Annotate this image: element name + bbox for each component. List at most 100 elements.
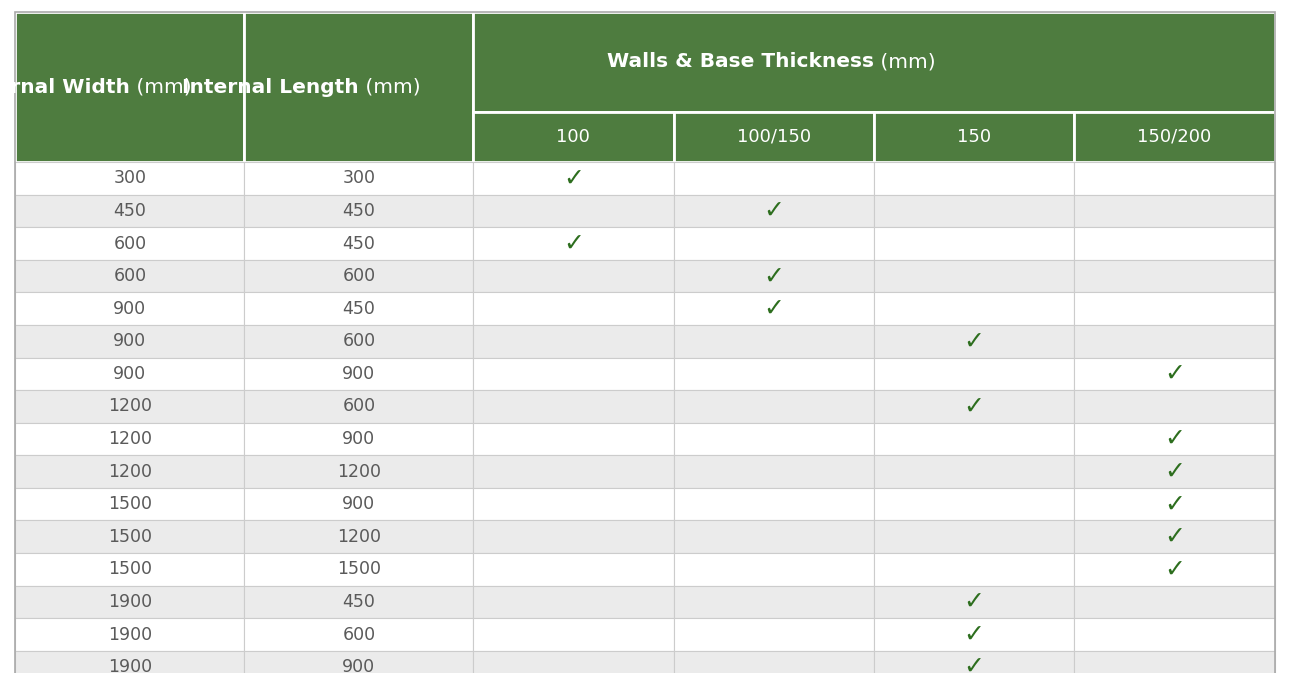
Text: (mm): (mm) xyxy=(130,77,191,97)
Bar xyxy=(673,227,873,260)
Bar xyxy=(1075,586,1275,618)
Text: 450: 450 xyxy=(342,202,375,220)
Text: ✓: ✓ xyxy=(1164,557,1184,581)
Text: ✓: ✓ xyxy=(1164,525,1184,548)
Bar xyxy=(873,520,1075,553)
Bar xyxy=(473,520,673,553)
Bar xyxy=(1075,357,1275,390)
Bar xyxy=(15,520,244,553)
Text: 1200: 1200 xyxy=(108,398,152,415)
Text: Walls & Base Thickness: Walls & Base Thickness xyxy=(606,52,873,71)
Text: 600: 600 xyxy=(342,332,375,351)
Bar xyxy=(673,112,873,162)
Bar xyxy=(473,227,673,260)
Bar xyxy=(244,357,473,390)
Bar xyxy=(673,553,873,586)
Text: ✓: ✓ xyxy=(1164,460,1184,484)
Text: 1900: 1900 xyxy=(108,625,152,643)
Bar xyxy=(15,553,244,586)
Bar xyxy=(473,456,673,488)
Bar xyxy=(673,456,873,488)
Bar xyxy=(15,390,244,423)
Bar xyxy=(673,488,873,520)
Bar xyxy=(673,325,873,357)
Text: 1900: 1900 xyxy=(108,658,152,673)
Bar xyxy=(873,651,1075,673)
Bar xyxy=(244,293,473,325)
Bar xyxy=(873,293,1075,325)
Bar xyxy=(473,194,673,227)
Bar xyxy=(1075,488,1275,520)
Text: 1200: 1200 xyxy=(108,430,152,448)
Bar xyxy=(873,586,1075,618)
Bar xyxy=(673,194,873,227)
Bar xyxy=(1075,423,1275,456)
Bar xyxy=(244,456,473,488)
Text: 900: 900 xyxy=(342,495,375,513)
Text: 100: 100 xyxy=(556,128,591,146)
Bar xyxy=(473,553,673,586)
Bar xyxy=(873,553,1075,586)
Text: ✓: ✓ xyxy=(764,264,784,288)
Bar xyxy=(873,227,1075,260)
Text: 1500: 1500 xyxy=(108,495,152,513)
Bar xyxy=(1075,553,1275,586)
Bar xyxy=(673,260,873,293)
Bar xyxy=(473,162,673,194)
Bar xyxy=(1075,456,1275,488)
Bar xyxy=(244,194,473,227)
Bar xyxy=(473,488,673,520)
Bar xyxy=(1075,293,1275,325)
Bar xyxy=(1075,194,1275,227)
Text: 150/200: 150/200 xyxy=(1138,128,1211,146)
Text: 600: 600 xyxy=(342,267,375,285)
Text: Internal Length: Internal Length xyxy=(182,77,359,97)
Bar xyxy=(473,12,1275,112)
Bar xyxy=(873,456,1075,488)
Text: 900: 900 xyxy=(114,299,147,318)
Bar xyxy=(244,162,473,194)
Bar xyxy=(244,423,473,456)
Text: 1200: 1200 xyxy=(337,528,381,546)
Bar xyxy=(1075,618,1275,651)
Text: ✓: ✓ xyxy=(764,199,784,223)
Text: 450: 450 xyxy=(342,299,375,318)
Bar xyxy=(473,112,673,162)
Bar xyxy=(1075,325,1275,357)
Text: 900: 900 xyxy=(114,332,147,351)
Bar xyxy=(673,586,873,618)
Text: 600: 600 xyxy=(342,625,375,643)
Bar xyxy=(673,357,873,390)
Bar xyxy=(873,488,1075,520)
Text: 600: 600 xyxy=(114,235,147,252)
Text: Internal Width: Internal Width xyxy=(0,77,130,97)
Text: ✓: ✓ xyxy=(964,394,984,419)
Bar xyxy=(15,194,244,227)
Bar xyxy=(15,162,244,194)
Bar xyxy=(244,586,473,618)
Bar xyxy=(15,357,244,390)
Text: 900: 900 xyxy=(114,365,147,383)
Text: 1500: 1500 xyxy=(108,561,152,578)
Bar xyxy=(873,423,1075,456)
Text: ✓: ✓ xyxy=(562,232,584,256)
Bar xyxy=(1075,227,1275,260)
Text: 1500: 1500 xyxy=(108,528,152,546)
Bar xyxy=(244,520,473,553)
Bar xyxy=(15,293,244,325)
Bar xyxy=(15,423,244,456)
Text: (mm): (mm) xyxy=(359,77,421,97)
Bar xyxy=(15,456,244,488)
Bar xyxy=(473,390,673,423)
Text: ✓: ✓ xyxy=(1164,427,1184,451)
Bar xyxy=(15,618,244,651)
Bar xyxy=(873,194,1075,227)
Text: ✓: ✓ xyxy=(764,297,784,321)
Text: 100/150: 100/150 xyxy=(737,128,811,146)
Bar xyxy=(1075,520,1275,553)
Bar xyxy=(673,390,873,423)
Bar xyxy=(473,586,673,618)
Text: ✓: ✓ xyxy=(1164,492,1184,516)
Bar xyxy=(244,260,473,293)
Text: ✓: ✓ xyxy=(562,166,584,190)
